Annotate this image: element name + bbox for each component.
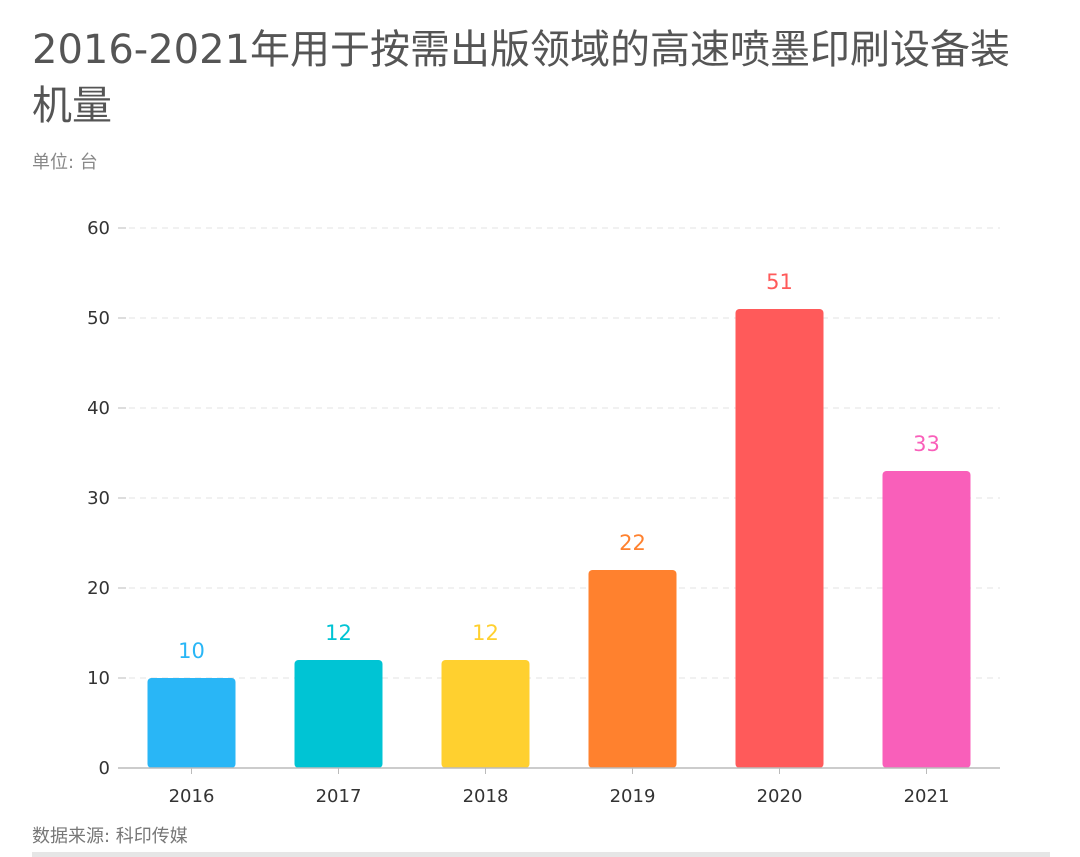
bar-2021 (882, 471, 971, 768)
y-tick-label: 30 (87, 488, 110, 509)
x-tick-label: 2018 (463, 786, 509, 807)
chart-title: 2016-2021年用于按需出版领域的高速喷墨印刷设备装机量 (32, 27, 1011, 129)
data-label: 33 (913, 432, 940, 456)
bar-2020 (735, 309, 824, 768)
y-tick-label: 10 (87, 668, 110, 689)
x-tick-label: 2021 (904, 786, 950, 807)
y-tick-label: 20 (87, 578, 110, 599)
x-tick-label: 2016 (169, 786, 215, 807)
y-tick-label: 50 (87, 308, 110, 329)
y-tick-label: 40 (87, 398, 110, 419)
unit-label: 单位: 台 (32, 152, 98, 173)
source-note: 数据来源: 科印传媒 (32, 826, 188, 847)
bar-2018 (441, 660, 530, 768)
bar-2017 (294, 660, 383, 768)
bar-2019 (588, 570, 677, 768)
data-label: 12 (325, 621, 352, 645)
y-tick-label: 0 (99, 758, 110, 779)
data-label: 22 (619, 531, 646, 555)
y-tick-label: 60 (87, 218, 110, 239)
x-tick-label: 2020 (757, 786, 803, 807)
data-label: 12 (472, 621, 499, 645)
bar-2016 (147, 678, 236, 768)
x-tick-label: 2019 (610, 786, 656, 807)
x-tick-label: 2017 (316, 786, 362, 807)
bottom-divider (32, 852, 1050, 857)
data-label: 10 (178, 639, 205, 663)
data-label: 51 (766, 270, 793, 294)
